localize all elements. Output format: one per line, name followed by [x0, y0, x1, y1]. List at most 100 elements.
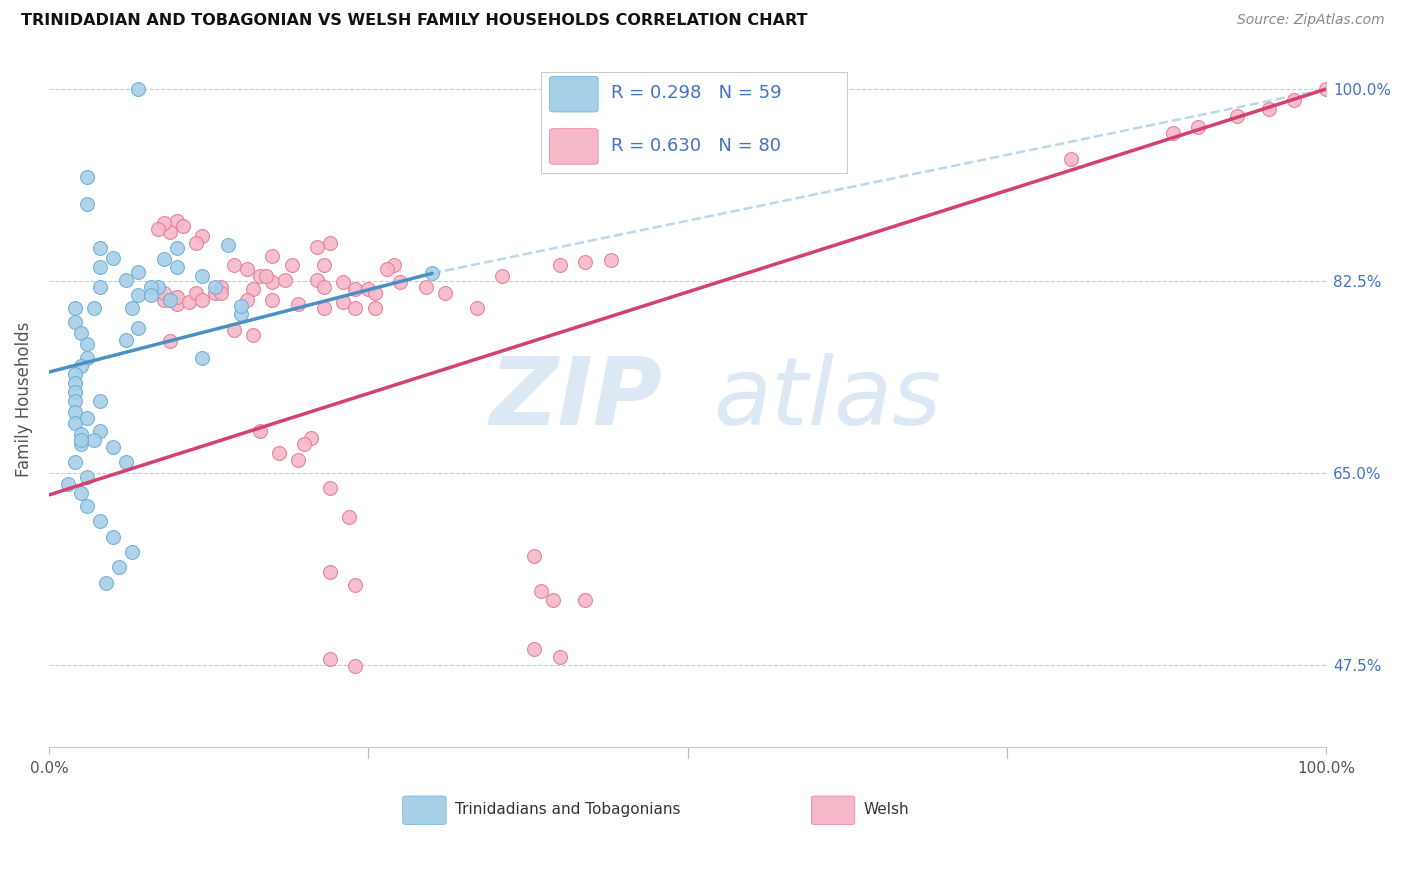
- Point: [236, 293, 259, 307]
- Point: [262, 275, 284, 289]
- Text: Trinidadians and Tobagonians: Trinidadians and Tobagonians: [456, 803, 681, 817]
- Point: [63, 404, 86, 418]
- Point: [332, 294, 354, 309]
- Point: [530, 584, 553, 599]
- Point: [433, 286, 456, 301]
- Point: [267, 446, 290, 460]
- Point: [599, 253, 621, 268]
- Point: [63, 384, 86, 399]
- Point: [280, 258, 302, 272]
- Point: [382, 258, 405, 272]
- Text: TRINIDADIAN AND TOBAGONIAN VS WELSH FAMILY HOUSEHOLDS CORRELATION CHART: TRINIDADIAN AND TOBAGONIAN VS WELSH FAMI…: [21, 13, 807, 29]
- Point: [153, 286, 176, 301]
- Point: [121, 301, 143, 316]
- Text: Welsh: Welsh: [863, 803, 910, 817]
- Point: [153, 252, 176, 266]
- Point: [153, 293, 176, 307]
- FancyBboxPatch shape: [541, 71, 848, 172]
- Point: [191, 268, 214, 283]
- Point: [166, 241, 188, 255]
- Point: [166, 291, 188, 305]
- Point: [70, 426, 93, 441]
- Point: [76, 197, 98, 211]
- Point: [76, 411, 98, 425]
- Point: [209, 286, 232, 301]
- Point: [101, 530, 124, 544]
- Point: [229, 307, 252, 321]
- Point: [70, 433, 93, 447]
- Point: [363, 286, 385, 301]
- Point: [179, 294, 201, 309]
- Point: [312, 301, 335, 316]
- Point: [83, 301, 105, 316]
- Point: [166, 297, 188, 311]
- Point: [344, 659, 367, 673]
- Point: [76, 336, 98, 351]
- FancyBboxPatch shape: [550, 77, 598, 112]
- Point: [548, 650, 571, 665]
- Point: [89, 393, 111, 408]
- Point: [363, 301, 385, 316]
- Point: [127, 321, 149, 335]
- Point: [63, 368, 86, 382]
- Point: [1059, 153, 1081, 167]
- Point: [70, 359, 93, 373]
- Point: [389, 275, 412, 289]
- FancyBboxPatch shape: [402, 796, 446, 824]
- Point: [114, 455, 136, 469]
- Point: [415, 279, 437, 293]
- Point: [101, 251, 124, 265]
- Point: [262, 249, 284, 263]
- Point: [249, 268, 271, 283]
- Point: [224, 258, 246, 272]
- Point: [204, 279, 226, 293]
- Point: [319, 565, 342, 579]
- Point: [159, 293, 181, 307]
- Point: [242, 282, 264, 296]
- Point: [254, 268, 277, 283]
- Point: [184, 286, 207, 301]
- Point: [191, 229, 214, 244]
- FancyBboxPatch shape: [811, 796, 855, 824]
- Point: [76, 169, 98, 184]
- Point: [70, 326, 93, 340]
- Point: [357, 282, 380, 296]
- Point: [274, 273, 297, 287]
- Point: [159, 293, 181, 307]
- Text: R = 0.630   N = 80: R = 0.630 N = 80: [610, 137, 780, 155]
- Point: [344, 282, 367, 296]
- Point: [191, 293, 214, 307]
- Point: [307, 240, 329, 254]
- Point: [319, 481, 342, 495]
- Point: [491, 268, 513, 283]
- Point: [127, 82, 149, 96]
- Point: [420, 266, 443, 280]
- Point: [1161, 126, 1184, 140]
- Point: [1226, 110, 1249, 124]
- Point: [1187, 120, 1209, 135]
- Point: [548, 258, 571, 272]
- Point: [523, 641, 546, 656]
- Point: [63, 416, 86, 430]
- Point: [204, 286, 226, 301]
- Point: [76, 470, 98, 484]
- Point: [344, 578, 367, 592]
- Point: [76, 351, 98, 365]
- Text: Source: ZipAtlas.com: Source: ZipAtlas.com: [1237, 13, 1385, 28]
- Point: [377, 262, 399, 277]
- Point: [209, 279, 232, 293]
- Point: [523, 549, 546, 564]
- Point: [63, 301, 86, 316]
- Point: [96, 575, 118, 590]
- Point: [319, 235, 342, 250]
- Point: [70, 485, 93, 500]
- Point: [153, 216, 176, 230]
- Point: [89, 279, 111, 293]
- Point: [121, 545, 143, 559]
- Point: [63, 376, 86, 390]
- Point: [166, 260, 188, 274]
- Point: [127, 288, 149, 302]
- Point: [139, 279, 162, 293]
- Point: [465, 301, 488, 316]
- Point: [249, 425, 271, 439]
